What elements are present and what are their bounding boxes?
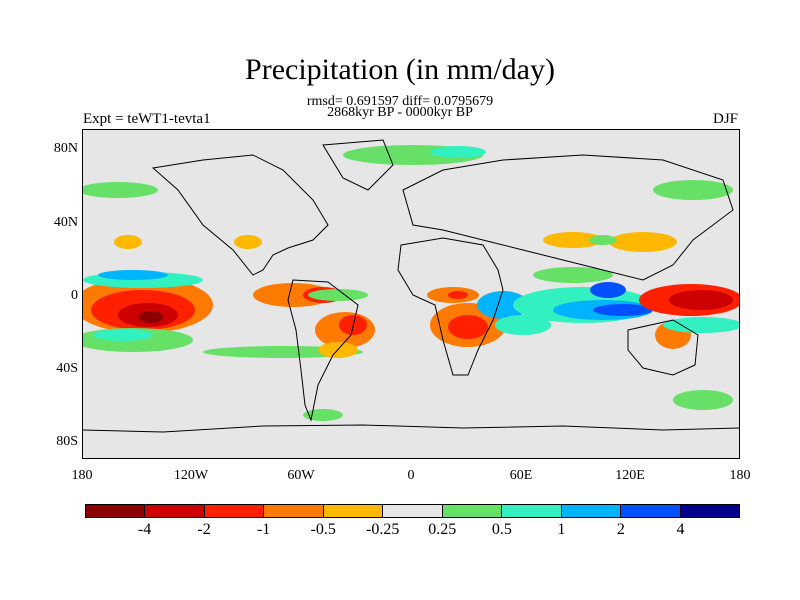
anomaly-positive	[430, 146, 486, 158]
anomaly-negative	[669, 290, 733, 310]
x-tick-label: 120E	[615, 468, 645, 483]
anomaly-negative	[234, 235, 262, 249]
x-tick-label: 180	[71, 468, 93, 483]
colorbar-label: 4	[676, 521, 685, 538]
anomaly-positive	[673, 390, 733, 410]
y-tick-label: 0	[71, 288, 78, 303]
colorbar-label: 0.25	[428, 521, 457, 538]
experiment-label: Expt = teWT1-tevta1	[83, 111, 211, 127]
precipitation-map	[82, 129, 740, 459]
y-tick-label: 40N	[53, 215, 78, 230]
anomaly-negative	[139, 311, 163, 323]
anomaly-positive	[653, 180, 733, 200]
colorbar-swatch	[502, 505, 562, 517]
colorbar-label: 1	[557, 521, 566, 538]
colorbar-swatch	[680, 505, 739, 517]
colorbar-label: -1	[256, 521, 271, 538]
y-tick-label: 80N	[53, 141, 78, 156]
x-tick-label: 0	[407, 468, 415, 483]
colorbar-swatch	[621, 505, 681, 517]
anomaly-positive	[83, 182, 158, 198]
season-label: DJF	[712, 111, 738, 127]
colorbar-label: -4	[137, 521, 152, 538]
colorbar-label: -2	[197, 521, 211, 538]
anomaly-positive	[590, 282, 626, 298]
anomaly-negative	[114, 235, 142, 249]
colorbar-swatch	[561, 505, 622, 517]
anomaly-negative	[609, 232, 677, 252]
chart-title: Precipitation (in mm/day)	[245, 53, 555, 86]
anomaly-positive	[495, 315, 551, 335]
eurasia-outline	[402, 154, 734, 281]
colorbar	[85, 504, 740, 518]
africa-outline	[397, 237, 504, 376]
south-america-outline	[287, 279, 359, 422]
anomaly-positive	[663, 317, 739, 333]
map-field	[83, 139, 739, 433]
anomaly-positive	[589, 235, 617, 245]
colorbar-swatch	[323, 505, 384, 517]
anomaly-positive	[593, 304, 653, 316]
colorbar-label: 2	[616, 521, 625, 538]
y-tick-label: 40S	[56, 361, 78, 376]
anomaly-negative	[448, 315, 488, 339]
y-tick-label: 80S	[56, 434, 78, 449]
colorbar-swatch	[383, 505, 443, 517]
north-america-outline	[151, 154, 329, 276]
colorbar-swatch	[264, 505, 324, 517]
antarctica-outline	[83, 424, 739, 433]
colorbar-label: -0.5	[310, 521, 336, 538]
australia-outline	[627, 319, 699, 376]
colorbar-swatch	[145, 505, 205, 517]
anomaly-negative	[448, 291, 468, 299]
x-tick-label: 180	[729, 468, 751, 483]
colorbar-swatch	[204, 505, 265, 517]
colorbar-swatch	[86, 505, 146, 517]
anomaly-negative	[543, 232, 603, 248]
stats-subtitle: rmsd= 0.691597 diff= 0.0795679	[306, 94, 494, 109]
x-tick-label: 60W	[287, 468, 315, 483]
x-tick-label: 60E	[509, 468, 533, 483]
anomaly-positive	[98, 270, 168, 280]
anomaly-positive	[93, 329, 153, 341]
anomaly-positive	[533, 267, 613, 283]
colorbar-swatch	[442, 505, 503, 517]
anomaly-positive	[477, 291, 529, 319]
colorbar-label: 0.5	[491, 521, 512, 538]
greenland-outline	[322, 139, 394, 191]
colorbar-label: -0.25	[366, 521, 400, 538]
x-tick-label: 120W	[173, 468, 209, 483]
anomaly-positive	[308, 289, 368, 301]
period-subtitle: 2868kyr BP - 0000kyr BP	[327, 105, 473, 120]
